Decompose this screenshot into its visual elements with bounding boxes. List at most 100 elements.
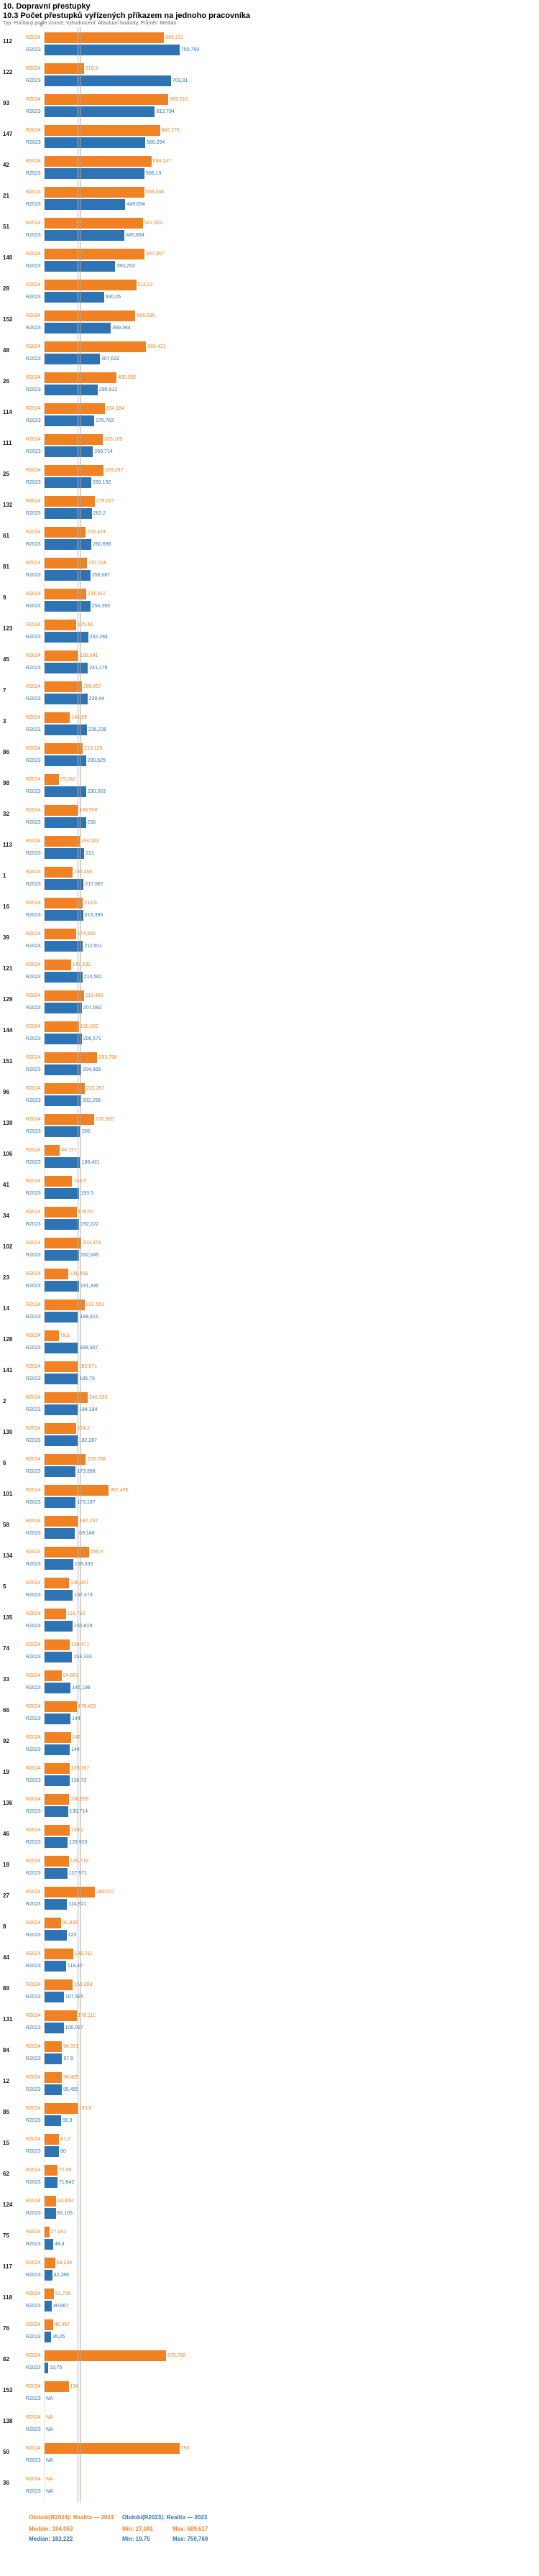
- bar-r2024[interactable]: [45, 959, 71, 970]
- bar-r2024[interactable]: [45, 341, 147, 352]
- bar-r2023[interactable]: [45, 1929, 67, 1941]
- bar-r2024[interactable]: [45, 1948, 73, 1959]
- bar-r2023[interactable]: [45, 1991, 64, 2002]
- bar-r2024[interactable]: [45, 402, 105, 414]
- bar-r2024[interactable]: [45, 1021, 79, 1032]
- bar-r2023[interactable]: [45, 1836, 68, 1848]
- bar-r2023[interactable]: [45, 2176, 57, 2188]
- bar-r2023[interactable]: [45, 2022, 64, 2033]
- bar-r2024[interactable]: [45, 279, 137, 290]
- bar-r2023[interactable]: [45, 44, 180, 55]
- bar-r2024[interactable]: [45, 1206, 77, 1218]
- bar-r2023[interactable]: [45, 909, 83, 921]
- bar-r2024[interactable]: [45, 1731, 71, 1743]
- bar-r2024[interactable]: [45, 526, 86, 538]
- bar-r2024[interactable]: [45, 1855, 69, 1867]
- bar-r2023[interactable]: [45, 2084, 62, 2095]
- bar-r2023[interactable]: [45, 2331, 51, 2342]
- bar-r2024[interactable]: [45, 1670, 62, 1681]
- bar-r2024[interactable]: [45, 1453, 86, 1465]
- bar-r2024[interactable]: [45, 835, 80, 847]
- bar-r2024[interactable]: [45, 650, 79, 661]
- bar-r2023[interactable]: [45, 693, 88, 704]
- bar-r2024[interactable]: [45, 1144, 60, 1156]
- bar-r2023[interactable]: [45, 600, 91, 612]
- bar-r2023[interactable]: [45, 1280, 79, 1292]
- bar-r2023[interactable]: [45, 878, 84, 890]
- bar-r2023[interactable]: [45, 1126, 80, 1137]
- bar-r2023[interactable]: [45, 847, 85, 859]
- bar-r2023[interactable]: [45, 1404, 78, 1415]
- bar-r2023[interactable]: [45, 2207, 56, 2219]
- bar-r2024[interactable]: [45, 1082, 85, 1094]
- bar-r2023[interactable]: [45, 167, 145, 179]
- bar-r2023[interactable]: [45, 1249, 79, 1261]
- bar-r2024[interactable]: [45, 1330, 59, 1341]
- bar-r2023[interactable]: [45, 291, 104, 303]
- bar-r2024[interactable]: [45, 464, 104, 476]
- bar-r2023[interactable]: [45, 940, 83, 952]
- bar-r2023[interactable]: [45, 1589, 73, 1601]
- bar-r2024[interactable]: [45, 1361, 78, 1372]
- bar-r2023[interactable]: [45, 786, 86, 797]
- bar-r2023[interactable]: [45, 1187, 80, 1199]
- bar-r2023[interactable]: [45, 724, 87, 735]
- bar-r2023[interactable]: [45, 1806, 68, 1817]
- bar-r2024[interactable]: [45, 1113, 95, 1125]
- bar-r2023[interactable]: [45, 446, 93, 457]
- bar-r2024[interactable]: [45, 1392, 88, 1403]
- bar-r2024[interactable]: [45, 2071, 63, 2083]
- bar-r2023[interactable]: [45, 1527, 75, 1539]
- bar-r2023[interactable]: [45, 1156, 80, 1168]
- bar-r2024[interactable]: [45, 742, 83, 754]
- bar-r2023[interactable]: [45, 1496, 76, 1508]
- bar-r2023[interactable]: [45, 106, 155, 117]
- bar-r2023[interactable]: [45, 1558, 73, 1570]
- bar-r2023[interactable]: [45, 75, 171, 86]
- bar-r2023[interactable]: [45, 1775, 70, 1786]
- bar-r2023[interactable]: [45, 1466, 76, 1477]
- bar-r2024[interactable]: [45, 1762, 70, 1774]
- bar-r2024[interactable]: [45, 1886, 96, 1898]
- bar-r2024[interactable]: [45, 248, 145, 259]
- bar-r2024[interactable]: [45, 804, 78, 816]
- bar-r2024[interactable]: [45, 1515, 78, 1527]
- bar-r2023[interactable]: [45, 1342, 79, 1353]
- bar-r2024[interactable]: [45, 773, 59, 785]
- bar-r2024[interactable]: [45, 1793, 70, 1805]
- bar-r2024[interactable]: [45, 372, 117, 383]
- bar-r2024[interactable]: [45, 1701, 77, 1712]
- bar-r2023[interactable]: [45, 1095, 81, 1106]
- bar-r2024[interactable]: [45, 681, 82, 692]
- bar-r2024[interactable]: [45, 2288, 54, 2299]
- bar-r2024[interactable]: [45, 1484, 109, 1496]
- bar-r2023[interactable]: [45, 1311, 79, 1322]
- bar-r2024[interactable]: [45, 928, 76, 939]
- bar-r2024[interactable]: [45, 2257, 55, 2268]
- bar-r2024[interactable]: [45, 1422, 76, 1434]
- bar-r2023[interactable]: [45, 353, 100, 364]
- bar-r2024[interactable]: [45, 93, 169, 105]
- bar-r2024[interactable]: [45, 2319, 53, 2330]
- bar-r2024[interactable]: [45, 712, 70, 723]
- bar-r2024[interactable]: [45, 495, 95, 507]
- bar-r2024[interactable]: [45, 2164, 58, 2176]
- bar-r2024[interactable]: [45, 124, 160, 136]
- bar-r2023[interactable]: [45, 384, 98, 395]
- bar-r2023[interactable]: [45, 1867, 68, 1879]
- bar-r2023[interactable]: [45, 2053, 63, 2064]
- bar-r2023[interactable]: [45, 2362, 48, 2373]
- bar-r2024[interactable]: [45, 2195, 57, 2207]
- bar-r2023[interactable]: [45, 2115, 61, 2126]
- bar-r2023[interactable]: [45, 662, 88, 673]
- bar-r2023[interactable]: [45, 816, 86, 828]
- bar-r2023[interactable]: [45, 1373, 78, 1384]
- bar-r2023[interactable]: [45, 1651, 73, 1662]
- bar-r2023[interactable]: [45, 1064, 82, 1075]
- bar-r2024[interactable]: [45, 2350, 166, 2361]
- bar-r2023[interactable]: [45, 198, 126, 210]
- bar-r2023[interactable]: [45, 507, 92, 519]
- bar-r2024[interactable]: [45, 1577, 70, 1588]
- bar-r2024[interactable]: [45, 2102, 78, 2114]
- bar-r2024[interactable]: [45, 557, 88, 569]
